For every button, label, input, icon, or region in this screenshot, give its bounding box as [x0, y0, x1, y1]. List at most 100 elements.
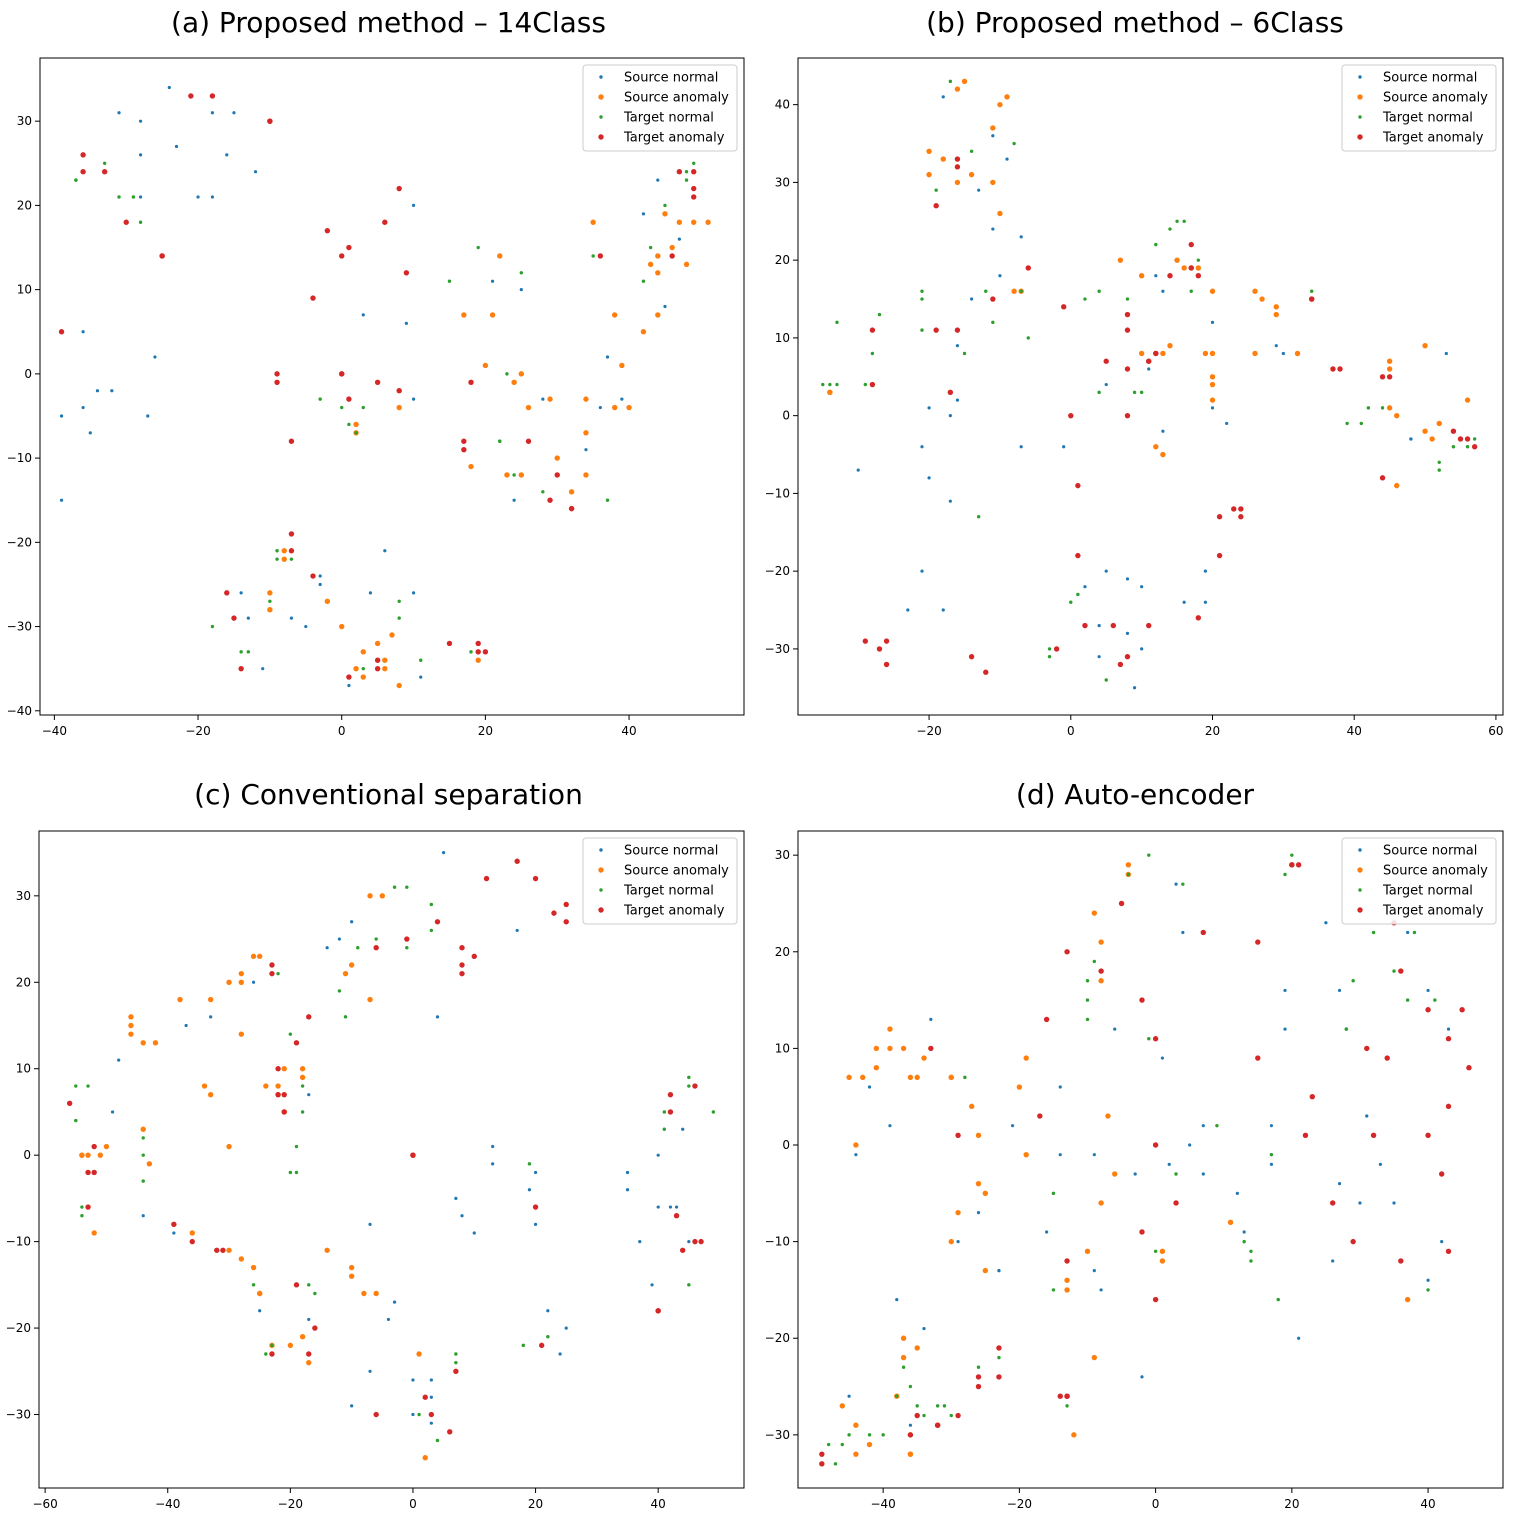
data-point	[189, 1238, 195, 1245]
data-point	[489, 312, 496, 318]
data-point	[1126, 872, 1131, 877]
data-point	[1309, 1093, 1315, 1100]
data-point	[1019, 445, 1023, 449]
legend-label: Source anomaly	[1383, 864, 1488, 879]
data-point	[368, 591, 373, 595]
data-point	[459, 945, 465, 951]
data-point	[968, 1103, 975, 1110]
data-point	[638, 1240, 642, 1244]
data-point	[288, 531, 295, 537]
data-point	[619, 362, 625, 369]
data-point	[210, 111, 215, 115]
data-point	[1026, 336, 1030, 340]
data-point	[472, 1231, 476, 1235]
data-point	[1139, 1229, 1145, 1235]
data-point	[687, 1084, 691, 1088]
data-point	[1175, 219, 1179, 223]
data-point	[853, 1142, 859, 1148]
data-point	[447, 1429, 453, 1435]
data-point	[476, 245, 480, 250]
data-point	[1117, 661, 1124, 668]
data-point	[954, 164, 961, 170]
data-point	[246, 616, 250, 620]
data-point	[927, 476, 931, 480]
data-point	[1345, 421, 1349, 426]
legend-label: Source normal	[1383, 71, 1477, 86]
y-tick-label: 20	[775, 945, 790, 959]
data-point	[1437, 468, 1441, 472]
data-point	[386, 1317, 391, 1322]
data-point	[1436, 420, 1442, 427]
data-point	[1201, 1124, 1205, 1128]
data-point	[1259, 296, 1265, 302]
data-point	[91, 1230, 97, 1236]
axes-frame	[38, 830, 745, 1489]
y-tick-label: −40	[7, 704, 32, 718]
data-point	[656, 1153, 660, 1157]
data-point	[368, 1369, 372, 1373]
data-point	[1132, 686, 1137, 690]
data-point	[281, 548, 287, 554]
data-point	[991, 134, 995, 138]
data-point	[1174, 882, 1178, 886]
legend-label: Source anomaly	[624, 91, 729, 106]
data-point	[1445, 1036, 1452, 1042]
data-point	[1071, 1432, 1077, 1438]
data-point	[1209, 288, 1216, 294]
data-point	[1068, 412, 1074, 419]
data-point	[687, 1240, 691, 1244]
data-point	[353, 665, 359, 672]
data-point	[873, 1065, 880, 1071]
data-point	[920, 289, 924, 293]
data-point	[299, 1334, 306, 1340]
data-point	[527, 1188, 532, 1192]
data-point	[275, 1066, 281, 1072]
data-point	[274, 371, 280, 377]
data-point	[289, 557, 294, 561]
data-point	[483, 875, 490, 882]
data-point	[867, 1433, 872, 1437]
data-point	[174, 144, 179, 149]
data-point	[1209, 374, 1216, 380]
data-point	[527, 1162, 532, 1166]
data-point	[833, 1462, 838, 1466]
data-point	[1098, 978, 1104, 984]
data-point	[990, 125, 996, 131]
data-point	[1330, 366, 1336, 372]
axes-frame	[797, 830, 1504, 1489]
data-point	[1082, 622, 1088, 629]
data-point	[1023, 1151, 1029, 1158]
legend-marker	[598, 134, 604, 140]
data-point	[1146, 358, 1152, 364]
data-point	[997, 1269, 1001, 1273]
x-tick-label: 0	[338, 724, 346, 738]
data-point	[138, 195, 143, 199]
data-point	[1110, 622, 1117, 629]
data-point	[547, 497, 553, 503]
y-tick-label: 0	[23, 1148, 31, 1162]
data-point	[511, 379, 517, 385]
scatter-plot-d: −40 −20 0 20 40 −30 −20 −10 0 10 20 30 Source normal…	[765, 830, 1504, 1511]
data-point	[226, 1143, 232, 1150]
data-point	[674, 1205, 679, 1209]
panel-a: (a) Proposed method – 14Class −40 −20 0 20 4…	[0, 0, 757, 760]
data-point	[374, 665, 381, 672]
data-point	[275, 557, 279, 561]
data-point	[954, 156, 961, 162]
data-point	[1366, 406, 1371, 410]
data-point	[337, 989, 342, 993]
data-point	[895, 1394, 899, 1398]
data-point	[1140, 585, 1144, 589]
data-point	[267, 590, 273, 596]
data-point	[1405, 998, 1410, 1002]
data-point	[948, 1074, 954, 1081]
data-point	[347, 422, 351, 427]
data-point	[270, 1343, 274, 1348]
data-point	[117, 1058, 121, 1062]
data-point	[922, 1413, 926, 1418]
data-point	[447, 279, 452, 283]
data-point	[512, 498, 516, 502]
data-point	[827, 389, 833, 396]
data-point	[1160, 350, 1166, 357]
x-tick-label: 20	[478, 724, 493, 738]
